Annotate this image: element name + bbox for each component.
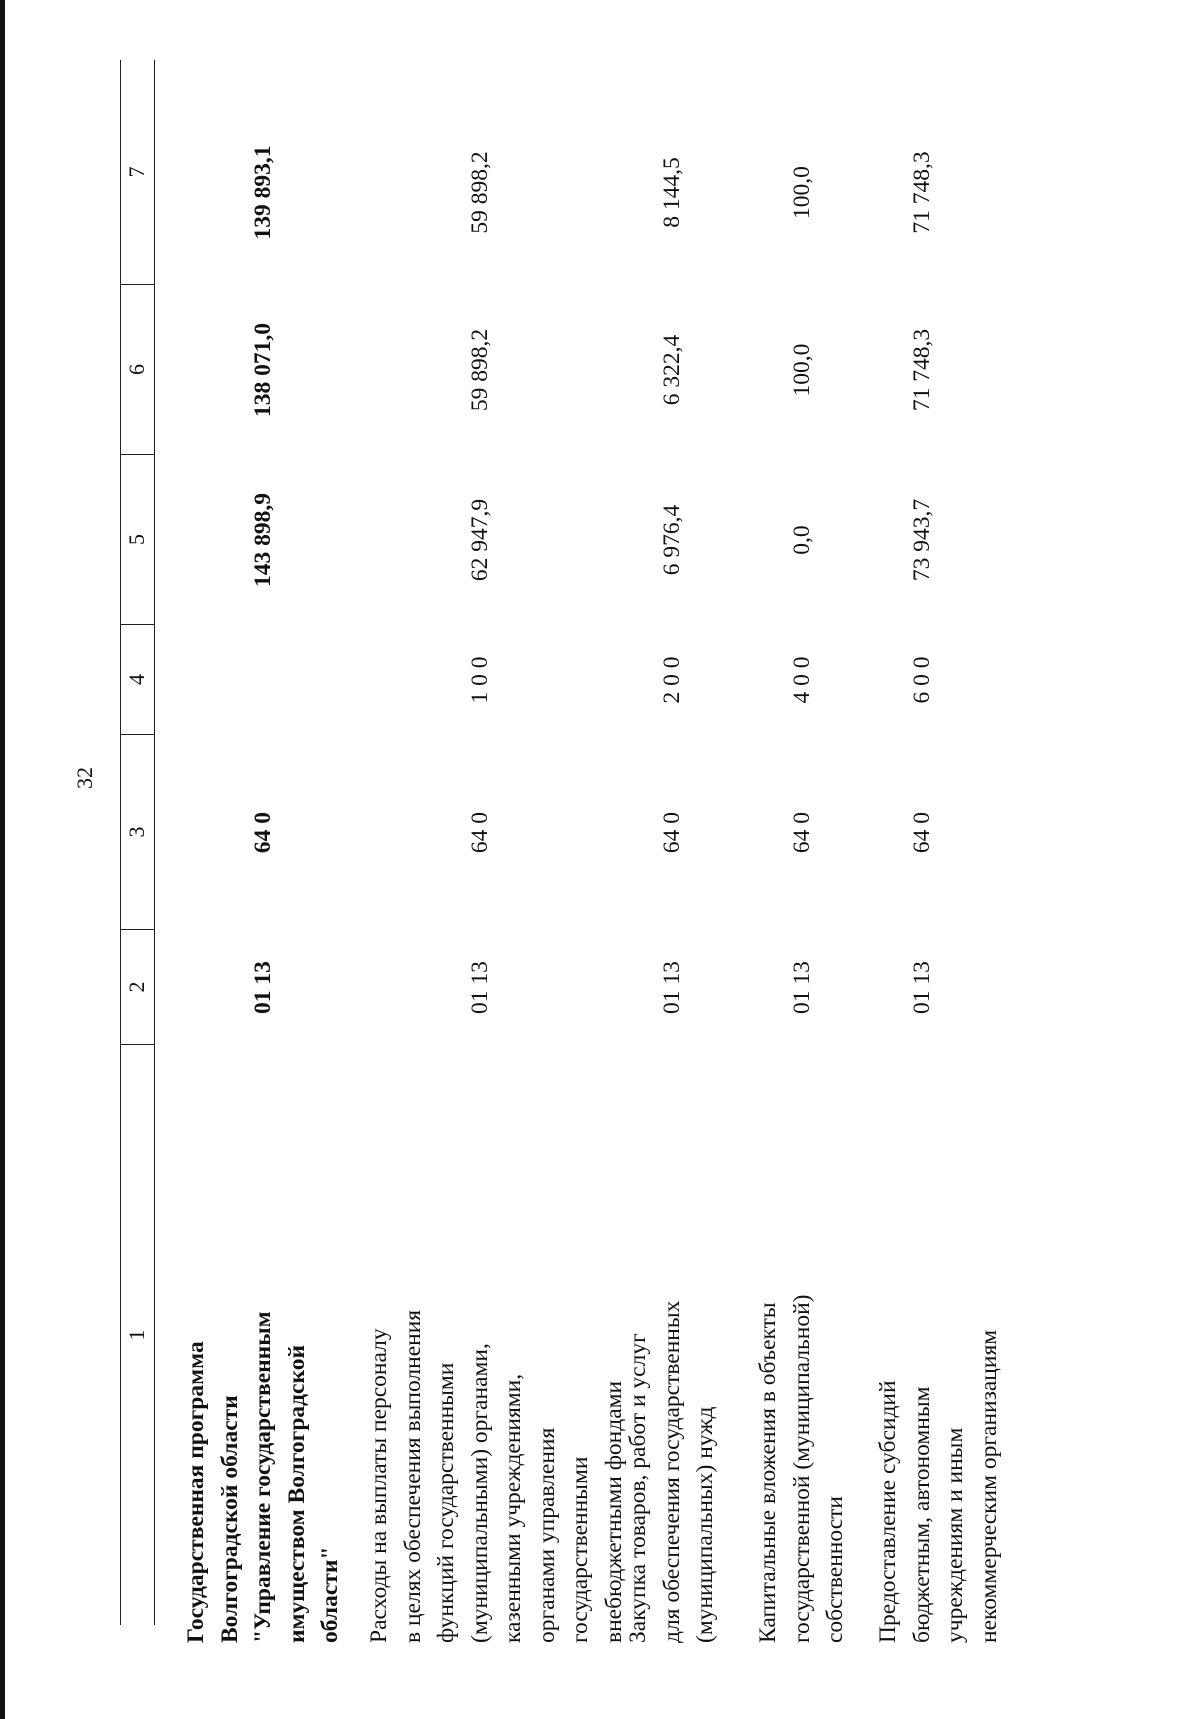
row-description: Предоставление субсидий бюджетным, автоно… xyxy=(872,1043,1006,1643)
value-cell-col-7: 71 748,3 xyxy=(908,151,935,234)
header-cell-3: 3 xyxy=(120,735,155,930)
row-description: Расходы на выплаты персоналу в целях обес… xyxy=(363,1043,631,1643)
value-cell-col-3: 64 0 xyxy=(250,811,276,854)
scan-edge xyxy=(0,0,5,1719)
page-number: 32 xyxy=(72,767,97,789)
description-line: функций государственными xyxy=(433,1362,459,1643)
description-line: органами управления xyxy=(533,1427,560,1643)
value-cell-col-4: 4 0 0 xyxy=(788,656,815,704)
value-cell-col-5: 0,0 xyxy=(788,525,815,555)
header-cell-2: 2 xyxy=(120,930,155,1045)
value-cell-col-6: 59 898,2 xyxy=(466,328,493,412)
row-description: Закупка товаров, работ и услуг для обеспе… xyxy=(622,1043,723,1643)
header-cell-4: 4 xyxy=(120,625,155,735)
value-cell-col-5: 73 943,7 xyxy=(908,498,935,582)
value-cell-col-2: 01 13 xyxy=(788,961,815,1014)
description-line: Расходы на выплаты персоналу xyxy=(366,1328,392,1643)
header-cell-1: 1 xyxy=(120,1045,155,1625)
value-cell-col-7: 8 144,5 xyxy=(658,157,685,228)
description-line: имуществом Волгоградской xyxy=(283,1344,310,1643)
description-line: (муниципальными) органами, xyxy=(466,1343,493,1643)
value-cell-col-4: 2 0 0 xyxy=(658,656,685,704)
value-cell-col-7: 100,0 xyxy=(788,166,815,219)
row-description: Капитальные вложения в объекты государств… xyxy=(752,1043,853,1644)
description-line: области" xyxy=(317,1546,343,1643)
value-cell-col-2: 01 13 xyxy=(908,961,935,1014)
description-line: Волгоградской области xyxy=(216,1395,243,1643)
description-line: Капитальные вложения в объекты xyxy=(755,1302,781,1643)
description-line: государственными xyxy=(567,1456,593,1643)
description-line: Государственная программа xyxy=(183,1341,209,1643)
value-cell-col-6: 6 322,4 xyxy=(658,334,685,406)
header-cell-7: 7 xyxy=(120,60,155,285)
description-line: собственности xyxy=(822,1496,848,1643)
value-cell-col-5: 6 976,4 xyxy=(658,504,685,576)
description-line: казенными учреждениями, xyxy=(500,1373,526,1643)
value-cell-col-2: 01 13 xyxy=(658,961,685,1014)
value-cell-col-2: 01 13 xyxy=(250,961,276,1014)
value-cell-col-4: 6 0 0 xyxy=(908,656,935,704)
description-line: (муниципальных) нужд xyxy=(692,1406,718,1643)
value-cell-col-5: 62 947,9 xyxy=(466,498,493,582)
description-line: некоммерческим организациям xyxy=(975,1329,1002,1643)
value-cell-col-7: 139 893,1 xyxy=(250,145,276,240)
description-line: бюджетным, автономным xyxy=(908,1386,935,1643)
description-line: для обеспечения государственных xyxy=(658,1300,685,1643)
description-line: Закупка товаров, работ и услуг xyxy=(625,1333,651,1643)
value-cell-col-6: 100,0 xyxy=(788,343,815,397)
value-cell-col-2: 01 13 xyxy=(466,961,493,1014)
value-cell-col-3: 64 0 xyxy=(466,811,493,854)
value-cell-col-5: 143 898,9 xyxy=(250,493,276,587)
description-line: "Управление государственным xyxy=(250,1311,276,1643)
value-cell-col-3: 64 0 xyxy=(908,811,935,854)
value-cell-col-6: 71 748,3 xyxy=(908,328,935,412)
description-line: Предоставление субсидий xyxy=(875,1380,901,1643)
value-cell-col-7: 59 898,2 xyxy=(466,151,493,234)
value-cell-col-6: 138 071,0 xyxy=(250,323,276,417)
header-cell-6: 6 xyxy=(120,285,155,455)
row-description: Государственная программа Волгоградской о… xyxy=(180,1043,348,1643)
header-cell-5: 5 xyxy=(120,455,155,625)
value-cell-col-3: 64 0 xyxy=(788,811,815,854)
description-line: государственной (муниципальной) xyxy=(788,1294,815,1644)
value-cell-col-4: 1 0 0 xyxy=(466,656,493,704)
value-cell-col-3: 64 0 xyxy=(658,811,685,854)
description-line: учреждениям и иным xyxy=(942,1427,968,1643)
description-line: в целях обеспечения выполнения xyxy=(399,1309,426,1643)
